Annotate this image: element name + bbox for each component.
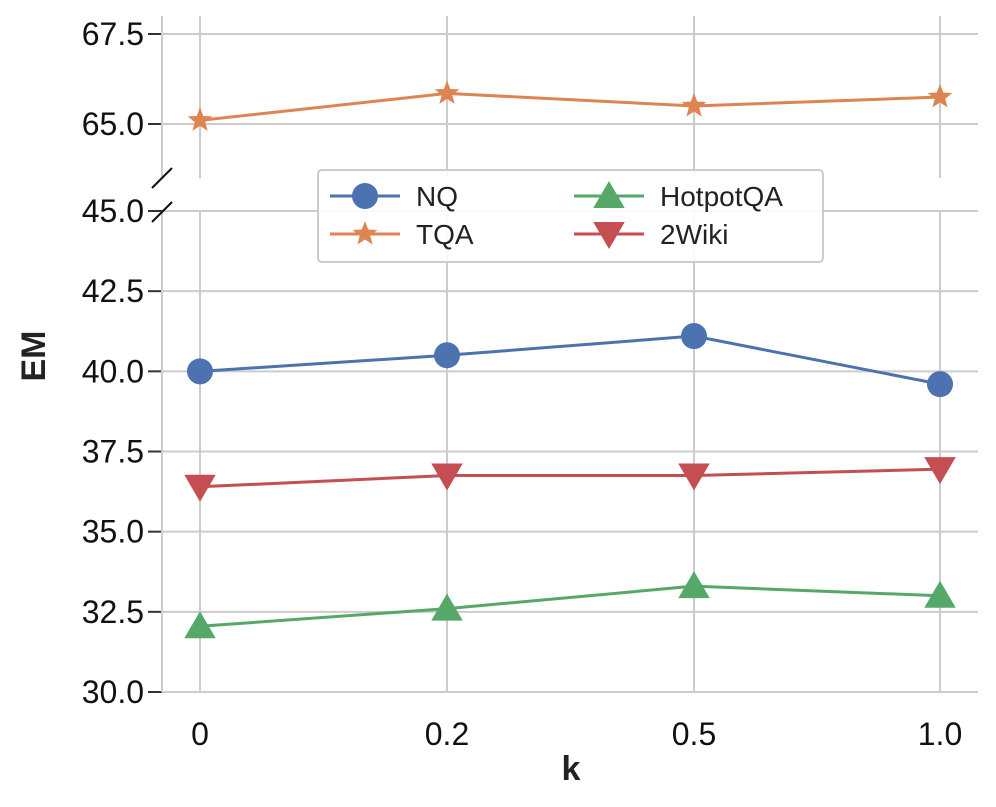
data-point-2wiki (431, 463, 463, 491)
legend-marker-2wiki (593, 222, 625, 249)
series-line-tqa (199, 91, 941, 122)
x-tick-label: 0.2 (425, 716, 469, 752)
legend-marker-hotpotqa (593, 181, 625, 208)
data-point-2wiki (924, 457, 956, 485)
axes: 65.0 67.5 30.0 32.5 35.0 37.5 40.0 42.5 45.0 0 0.2… (82, 16, 978, 752)
y-tick-label-lower: 45.0 (82, 193, 144, 229)
data-point-tqa (434, 80, 460, 104)
x-axis-title: k (562, 750, 581, 788)
y-tick-label-lower: 32.5 (82, 594, 144, 630)
legend-label-hotpotqa: HotpotQA (660, 181, 783, 212)
data-point-2wiki (184, 474, 216, 502)
y-tick-label-lower: 42.5 (82, 273, 144, 309)
legend-box (317, 169, 824, 263)
legend-marker-nq (352, 183, 378, 209)
legend: NQ TQA HotpotQA 2Wiki (317, 169, 824, 263)
y-tick-label-lower: 30.0 (82, 674, 144, 710)
legend-marker-tqa (352, 221, 378, 245)
data-point-tqa (681, 93, 707, 117)
x-tick-label: 0.5 (672, 716, 716, 752)
data-point-nq (434, 342, 460, 369)
legend-label-nq: NQ (416, 181, 458, 212)
y-tick-label-lower: 40.0 (82, 353, 144, 389)
x-tick-label: 0 (191, 716, 209, 752)
data-point-tqa (927, 84, 953, 108)
x-tick-label: 1.0 (918, 716, 962, 752)
series-line-nq (199, 334, 941, 386)
y-tick-label-upper: 65.0 (82, 106, 144, 142)
data-point-hotpotqa (924, 580, 956, 608)
data-point-hotpotqa (431, 593, 463, 621)
grid (162, 16, 978, 693)
legend-label-tqa: TQA (416, 219, 474, 250)
data-point-tqa (187, 107, 213, 131)
data-point-nq (187, 358, 213, 385)
legend-label-2wiki: 2Wiki (660, 219, 728, 250)
series-line-2wiki (199, 467, 941, 489)
data-point-nq (681, 323, 707, 350)
series-layer (184, 80, 956, 639)
axis-break-mark-lower (151, 201, 173, 223)
data-point-hotpotqa (678, 571, 710, 599)
data-point-nq (927, 371, 953, 398)
y-tick-label-lower: 35.0 (82, 514, 144, 550)
y-axis-title: EM (15, 331, 53, 382)
axis-break-mark-upper (151, 167, 173, 189)
y-tick-label-upper: 67.5 (82, 16, 144, 52)
data-point-2wiki (678, 463, 710, 491)
data-point-hotpotqa (184, 611, 216, 639)
series-line-hotpotqa (199, 584, 941, 628)
y-tick-label-lower: 37.5 (82, 434, 144, 470)
